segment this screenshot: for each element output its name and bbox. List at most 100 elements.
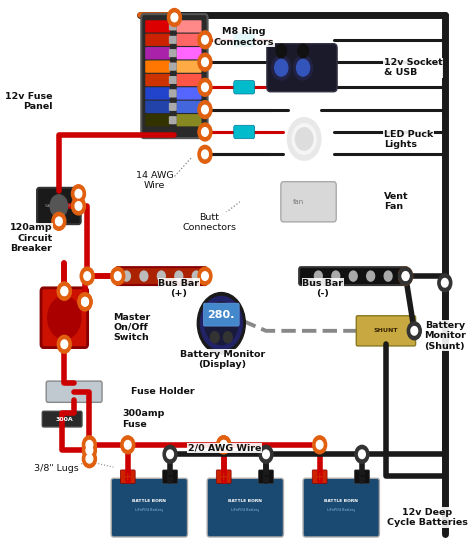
FancyBboxPatch shape <box>281 181 336 222</box>
Circle shape <box>197 292 246 354</box>
Circle shape <box>198 53 212 71</box>
Circle shape <box>198 146 212 164</box>
Text: fan: fan <box>293 199 304 205</box>
Circle shape <box>438 274 452 292</box>
FancyBboxPatch shape <box>169 116 176 124</box>
Text: 12v Socket
& USB: 12v Socket & USB <box>384 58 443 77</box>
Circle shape <box>402 272 409 281</box>
Circle shape <box>57 335 71 353</box>
FancyBboxPatch shape <box>111 478 188 537</box>
Circle shape <box>198 267 212 285</box>
Text: BATTLE BORN: BATTLE BORN <box>132 499 166 503</box>
FancyBboxPatch shape <box>169 103 176 111</box>
Text: LiFePO4 Battery: LiFePO4 Battery <box>135 508 164 512</box>
Circle shape <box>167 8 182 26</box>
FancyBboxPatch shape <box>145 87 170 100</box>
Text: M8 Ring
Connectors: M8 Ring Connectors <box>214 27 274 46</box>
Circle shape <box>167 450 173 459</box>
Text: +: + <box>315 472 324 482</box>
Circle shape <box>82 450 96 468</box>
Text: 3/8" Lugs: 3/8" Lugs <box>34 464 79 473</box>
FancyBboxPatch shape <box>169 36 176 44</box>
Circle shape <box>292 124 316 155</box>
FancyBboxPatch shape <box>169 76 176 84</box>
Circle shape <box>399 267 412 285</box>
Text: 12v Deep
Cycle Batteries: 12v Deep Cycle Batteries <box>387 508 468 527</box>
FancyBboxPatch shape <box>207 478 283 537</box>
Text: SHUNT: SHUNT <box>374 328 398 333</box>
FancyBboxPatch shape <box>170 63 177 71</box>
Circle shape <box>298 44 308 58</box>
Text: 300amp
Fuse: 300amp Fuse <box>122 409 164 429</box>
Circle shape <box>192 271 200 281</box>
Circle shape <box>316 441 323 449</box>
Circle shape <box>411 326 418 335</box>
Circle shape <box>124 441 131 449</box>
Text: 14 AWG
Wire: 14 AWG Wire <box>136 171 173 190</box>
Circle shape <box>198 123 212 141</box>
Circle shape <box>441 278 448 287</box>
Text: -: - <box>167 470 173 483</box>
FancyBboxPatch shape <box>170 36 177 44</box>
Circle shape <box>349 271 357 281</box>
FancyBboxPatch shape <box>141 14 208 138</box>
FancyBboxPatch shape <box>203 303 239 326</box>
Circle shape <box>111 267 125 285</box>
Circle shape <box>86 441 93 449</box>
Circle shape <box>48 296 81 339</box>
Text: LiFePO4 Battery: LiFePO4 Battery <box>231 508 259 512</box>
Circle shape <box>84 272 91 281</box>
Circle shape <box>293 55 313 80</box>
FancyBboxPatch shape <box>177 60 201 73</box>
Circle shape <box>355 445 369 463</box>
Text: -: - <box>359 470 365 483</box>
FancyBboxPatch shape <box>145 114 170 127</box>
Circle shape <box>78 293 92 311</box>
Circle shape <box>171 13 178 22</box>
Circle shape <box>86 455 93 463</box>
Text: +: + <box>219 472 228 482</box>
Circle shape <box>217 436 231 454</box>
Circle shape <box>123 271 130 281</box>
Circle shape <box>157 271 165 281</box>
Circle shape <box>55 217 62 226</box>
Circle shape <box>201 150 208 158</box>
Circle shape <box>201 58 208 67</box>
FancyBboxPatch shape <box>170 22 177 30</box>
Circle shape <box>402 272 409 281</box>
FancyBboxPatch shape <box>46 381 102 402</box>
FancyBboxPatch shape <box>145 60 170 73</box>
Circle shape <box>259 445 273 463</box>
Circle shape <box>201 105 208 114</box>
FancyBboxPatch shape <box>169 22 176 30</box>
FancyBboxPatch shape <box>145 47 170 59</box>
Circle shape <box>72 185 85 203</box>
Circle shape <box>80 267 94 285</box>
Circle shape <box>314 271 322 281</box>
FancyBboxPatch shape <box>234 81 255 94</box>
Text: BATTLE BORN: BATTLE BORN <box>228 499 262 503</box>
Text: BATTLE BORN: BATTLE BORN <box>324 499 358 503</box>
Circle shape <box>86 446 93 455</box>
Circle shape <box>121 436 135 454</box>
FancyBboxPatch shape <box>170 76 177 84</box>
FancyBboxPatch shape <box>120 470 135 483</box>
Circle shape <box>407 322 421 340</box>
Circle shape <box>367 271 374 281</box>
Text: 120amp
Circuit
Breaker: 120amp Circuit Breaker <box>9 223 52 253</box>
Circle shape <box>78 293 92 311</box>
FancyBboxPatch shape <box>259 470 273 483</box>
FancyBboxPatch shape <box>303 478 379 537</box>
Circle shape <box>276 44 286 58</box>
FancyBboxPatch shape <box>355 470 369 483</box>
Circle shape <box>198 31 212 49</box>
Circle shape <box>210 332 219 343</box>
Circle shape <box>205 302 238 344</box>
Text: Battery Monitor
(Display): Battery Monitor (Display) <box>180 349 265 369</box>
FancyBboxPatch shape <box>163 470 177 483</box>
FancyBboxPatch shape <box>177 47 201 59</box>
Circle shape <box>384 271 392 281</box>
Circle shape <box>201 35 208 44</box>
Text: 2/0 AWG Wire: 2/0 AWG Wire <box>188 443 261 452</box>
FancyBboxPatch shape <box>37 188 81 224</box>
